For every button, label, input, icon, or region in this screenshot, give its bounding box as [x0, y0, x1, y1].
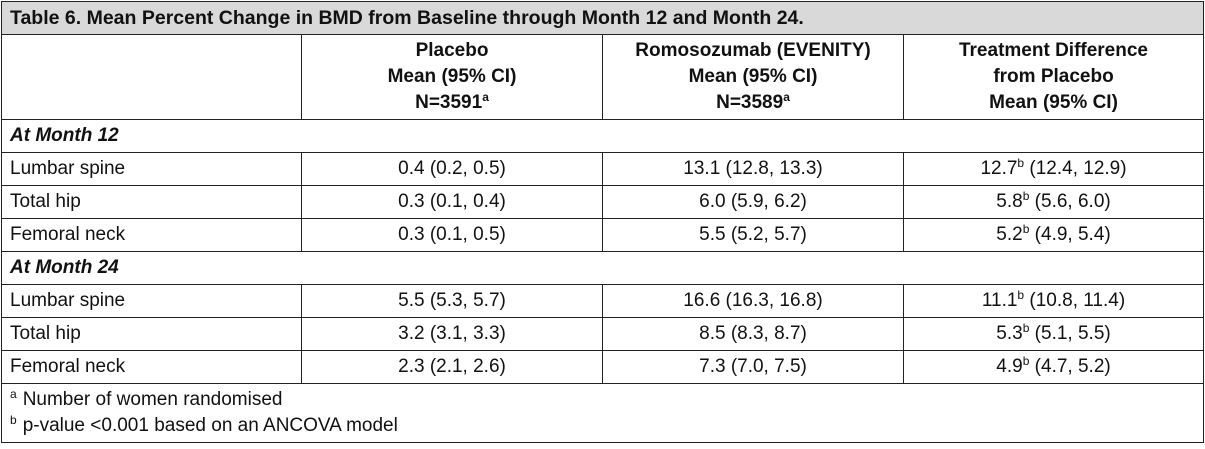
- romosozumab-cell: 13.1 (12.8, 13.3): [602, 152, 904, 186]
- header-footnote-mark: a: [783, 90, 790, 104]
- difference-value: 12.7: [980, 158, 1018, 179]
- section-label: At Month 24: [1, 251, 1204, 285]
- difference-ci: (4.7, 5.2): [1029, 356, 1111, 377]
- table-row: Total hip 3.2 (3.1, 3.3) 8.5 (8.3, 8.7) 5.3…: [1, 317, 1204, 351]
- table-row: Femoral neck 2.3 (2.1, 2.6) 7.3 (7.0, 7.5)…: [1, 350, 1204, 384]
- section-row: At Month 12: [1, 119, 1204, 153]
- difference-cell: 12.7b (12.4, 12.9): [903, 152, 1204, 186]
- difference-cell: 5.3b (5.1, 5.5): [903, 317, 1204, 351]
- header-line: Treatment Difference: [958, 40, 1148, 61]
- footnote: b p-value <0.001 based on an ANCOVA model: [10, 413, 1195, 439]
- header-line: N=3591: [415, 92, 483, 113]
- header-line: from Placebo: [993, 66, 1114, 87]
- romosozumab-cell: 5.5 (5.2, 5.7): [602, 218, 904, 252]
- romosozumab-cell: 7.3 (7.0, 7.5): [602, 350, 904, 384]
- site-cell: Total hip: [1, 317, 302, 351]
- header-line: Mean (95% CI): [387, 66, 517, 87]
- footnotes: a Number of women randomised b p-value <0.0…: [1, 383, 1204, 443]
- footnote-mark: a: [10, 387, 17, 401]
- site-cell: Femoral neck: [1, 350, 302, 384]
- difference-footnote-mark: b: [1022, 354, 1030, 368]
- difference-ci: (4.9, 5.4): [1029, 224, 1111, 245]
- difference-footnote-mark: b: [1022, 189, 1030, 203]
- site-cell: Lumbar spine: [1, 152, 302, 186]
- difference-footnote-mark: b: [1022, 222, 1030, 236]
- footnote: a Number of women randomised: [10, 387, 1195, 413]
- placebo-cell: 5.5 (5.3, 5.7): [301, 284, 603, 318]
- placebo-cell: 3.2 (3.1, 3.3): [301, 317, 603, 351]
- table-title: Table 6. Mean Percent Change in BMD from…: [1, 1, 1204, 35]
- placebo-cell: 0.3 (0.1, 0.5): [301, 218, 603, 252]
- romosozumab-cell: 6.0 (5.9, 6.2): [602, 185, 904, 219]
- placebo-cell: 0.3 (0.1, 0.4): [301, 185, 603, 219]
- difference-footnote-mark: b: [1022, 321, 1030, 335]
- footnote-mark: b: [10, 413, 17, 427]
- header-footnote-mark: a: [482, 90, 489, 104]
- table-row: Total hip 0.3 (0.1, 0.4) 6.0 (5.9, 6.2) 5.8…: [1, 185, 1204, 219]
- difference-cell: 4.9b (4.7, 5.2): [903, 350, 1204, 384]
- site-cell: Total hip: [1, 185, 302, 219]
- header-line: Romosozumab (EVENITY): [635, 40, 871, 61]
- difference-cell: 5.2b (4.9, 5.4): [903, 218, 1204, 252]
- difference-value: 4.9: [996, 356, 1023, 377]
- table-row: Femoral neck 0.3 (0.1, 0.5) 5.5 (5.2, 5.7)…: [1, 218, 1204, 252]
- site-cell: Lumbar spine: [1, 284, 302, 318]
- difference-value: 11.1: [981, 290, 1018, 311]
- column-header-1: Placebo Mean (95% CI) N=3591a: [301, 34, 603, 120]
- placebo-cell: 0.4 (0.2, 0.5): [301, 152, 603, 186]
- difference-value: 5.3: [996, 323, 1023, 344]
- difference-ci: (10.8, 11.4): [1024, 290, 1126, 311]
- difference-value: 5.8: [996, 191, 1023, 212]
- table-row: Lumbar spine 5.5 (5.3, 5.7) 16.6 (16.3, 16…: [1, 284, 1204, 318]
- difference-cell: 11.1b (10.8, 11.4): [903, 284, 1204, 318]
- header-line: Mean (95% CI): [989, 92, 1118, 113]
- footnote-row: a Number of women randomised b p-value <0.0…: [1, 383, 1204, 443]
- section-label: At Month 12: [1, 119, 1204, 153]
- difference-ci: (12.4, 12.9): [1024, 158, 1127, 179]
- difference-value: 5.2: [996, 224, 1023, 245]
- table-row: Lumbar spine 0.4 (0.2, 0.5) 13.1 (12.8, 13…: [1, 152, 1204, 186]
- difference-ci: (5.1, 5.5): [1029, 323, 1111, 344]
- site-cell: Femoral neck: [1, 218, 302, 252]
- header-line: Placebo: [415, 40, 489, 61]
- header-line: N=3589: [716, 92, 784, 113]
- footnote-text: p-value <0.001 based on an ANCOVA model: [22, 415, 398, 436]
- table-title-row: Table 6. Mean Percent Change in BMD from…: [1, 1, 1204, 35]
- difference-footnote-mark: b: [1017, 288, 1025, 302]
- romosozumab-cell: 16.6 (16.3, 16.8): [602, 284, 904, 318]
- difference-ci: (5.6, 6.0): [1029, 191, 1111, 212]
- header-line: Mean (95% CI): [688, 66, 818, 87]
- placebo-cell: 2.3 (2.1, 2.6): [301, 350, 603, 384]
- romosozumab-cell: 8.5 (8.3, 8.7): [602, 317, 904, 351]
- difference-cell: 5.8b (5.6, 6.0): [903, 185, 1204, 219]
- footnote-text: Number of women randomised: [22, 389, 283, 410]
- difference-footnote-mark: b: [1017, 156, 1025, 170]
- column-header-2: Romosozumab (EVENITY) Mean (95% CI) N=3589…: [602, 34, 904, 120]
- column-header-3: Treatment Difference from Placebo Mean (95…: [903, 34, 1204, 120]
- section-row: At Month 24: [1, 251, 1204, 285]
- header-blank: [1, 34, 302, 120]
- column-header-row: Placebo Mean (95% CI) N=3591a Romosozumab (…: [1, 34, 1204, 120]
